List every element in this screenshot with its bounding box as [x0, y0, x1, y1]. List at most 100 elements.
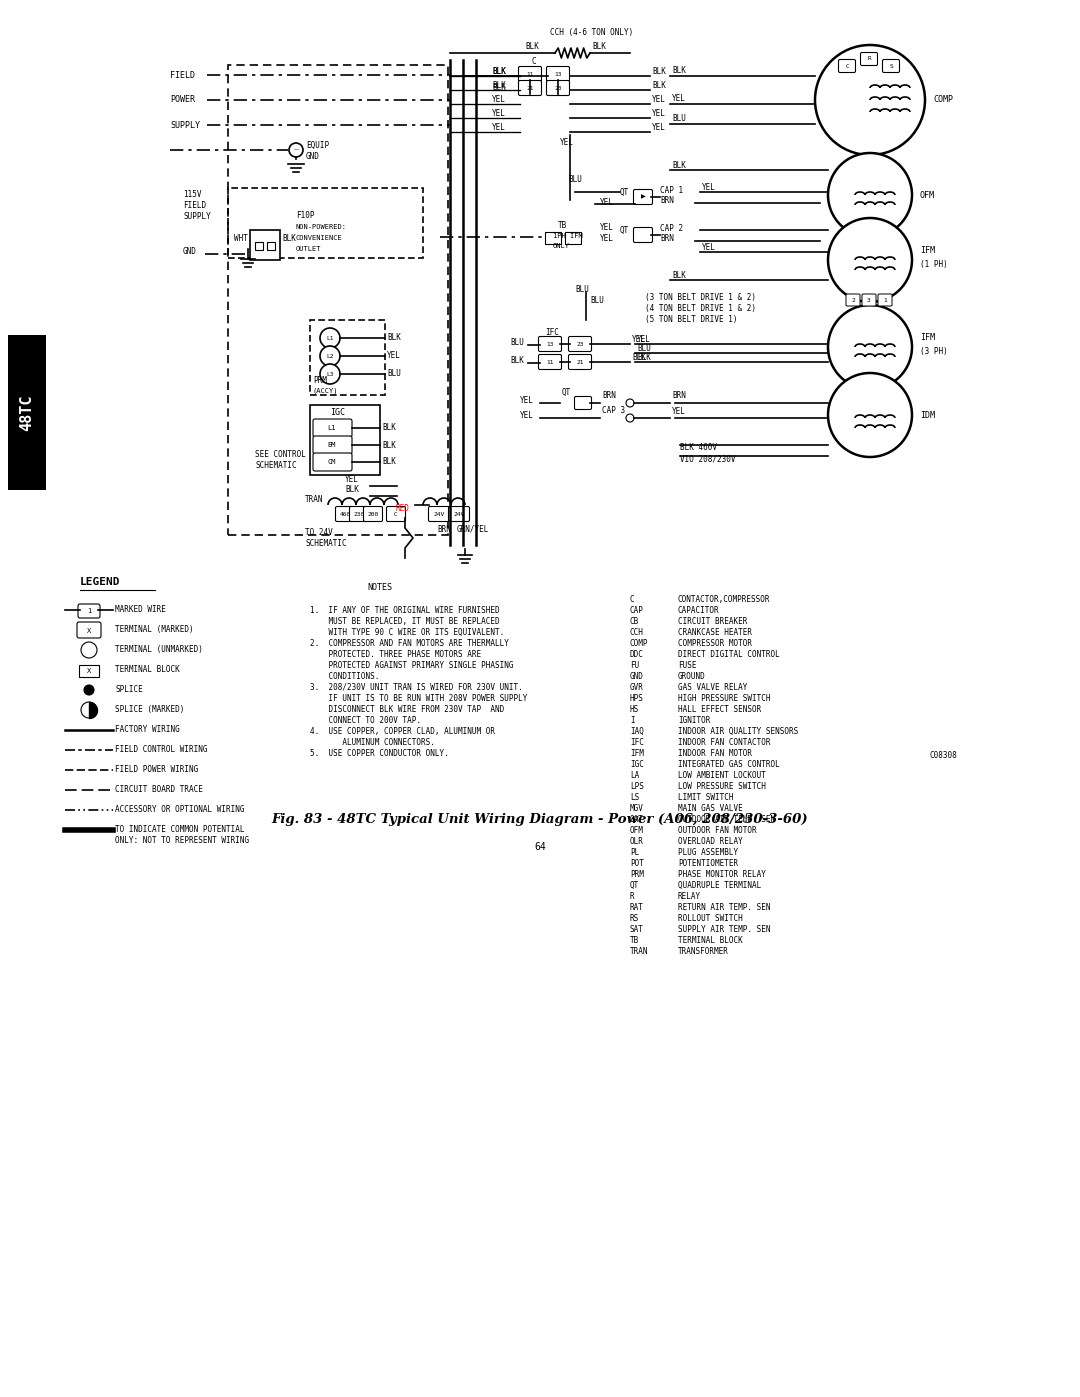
- Text: BRN: BRN: [602, 391, 616, 400]
- Text: 200: 200: [367, 511, 379, 517]
- Text: C: C: [846, 63, 849, 68]
- Text: S: S: [889, 63, 893, 68]
- Text: L2: L2: [326, 353, 334, 359]
- Text: CAP 3: CAP 3: [602, 407, 625, 415]
- Text: 1PH IFM: 1PH IFM: [553, 233, 583, 239]
- Text: BM: BM: [327, 441, 336, 448]
- Text: BLU: BLU: [510, 338, 524, 346]
- Text: INDOOR AIR QUALITY SENSORS: INDOOR AIR QUALITY SENSORS: [678, 726, 798, 736]
- Text: 2.  COMPRESSOR AND FAN MOTORS ARE THERMALLY: 2. COMPRESSOR AND FAN MOTORS ARE THERMAL…: [310, 638, 509, 648]
- Text: R: R: [867, 56, 870, 61]
- FancyBboxPatch shape: [882, 60, 900, 73]
- Text: 1: 1: [883, 298, 887, 303]
- Text: SPLICE: SPLICE: [114, 685, 143, 694]
- Text: L1: L1: [327, 425, 336, 432]
- Text: LA: LA: [630, 771, 639, 780]
- Text: TERMINAL BLOCK: TERMINAL BLOCK: [678, 936, 743, 944]
- Text: YEL: YEL: [519, 395, 534, 405]
- Text: DISCONNECT BLK WIRE FROM 230V TAP  AND: DISCONNECT BLK WIRE FROM 230V TAP AND: [310, 705, 504, 714]
- Text: YEL: YEL: [600, 235, 613, 243]
- Text: FIELD CONTROL WIRING: FIELD CONTROL WIRING: [114, 745, 207, 754]
- Text: (3 PH): (3 PH): [920, 346, 948, 356]
- Bar: [8, 335, 46, 490]
- Text: RS: RS: [630, 914, 639, 923]
- Text: CRANKCASE HEATER: CRANKCASE HEATER: [678, 629, 752, 637]
- Text: TERMINAL BLOCK: TERMINAL BLOCK: [114, 665, 179, 673]
- Circle shape: [320, 346, 340, 366]
- Text: WHT: WHT: [234, 235, 248, 243]
- Text: CONTACTOR,COMPRESSOR: CONTACTOR,COMPRESSOR: [678, 595, 770, 604]
- Bar: [310, 405, 380, 475]
- Text: WITH TYPE 90 C WIRE OR ITS EQUIVALENT.: WITH TYPE 90 C WIRE OR ITS EQUIVALENT.: [310, 629, 504, 637]
- Bar: [255, 242, 264, 250]
- Circle shape: [289, 142, 303, 156]
- Circle shape: [828, 373, 912, 457]
- Text: ▶: ▶: [640, 194, 646, 200]
- Text: BLU: BLU: [637, 344, 651, 353]
- Text: BLU: BLU: [568, 175, 582, 184]
- FancyBboxPatch shape: [546, 81, 569, 95]
- Text: FUSE: FUSE: [678, 661, 697, 671]
- Text: BLK: BLK: [345, 485, 359, 495]
- Text: IFM: IFM: [630, 749, 644, 759]
- Text: YEL: YEL: [492, 95, 505, 103]
- FancyBboxPatch shape: [350, 507, 368, 521]
- Text: GAS VALVE RELAY: GAS VALVE RELAY: [678, 683, 747, 692]
- Text: QT: QT: [620, 226, 630, 235]
- Text: CB: CB: [630, 617, 639, 626]
- Text: 5.  USE COPPER CONDUCTOR ONLY.: 5. USE COPPER CONDUCTOR ONLY.: [310, 749, 449, 759]
- Text: (5 TON BELT DRIVE 1): (5 TON BELT DRIVE 1): [645, 314, 738, 324]
- Text: BLK: BLK: [672, 161, 686, 170]
- Text: CCH (4-6 TON ONLY): CCH (4-6 TON ONLY): [550, 28, 633, 36]
- Text: 1.  IF ANY OF THE ORIGINAL WIRE FURNISHED: 1. IF ANY OF THE ORIGINAL WIRE FURNISHED: [310, 606, 500, 615]
- Text: L1: L1: [326, 335, 334, 341]
- Text: TO 24V: TO 24V: [305, 528, 333, 536]
- Text: HALL EFFECT SENSOR: HALL EFFECT SENSOR: [678, 705, 761, 714]
- Text: MAIN GAS VALVE: MAIN GAS VALVE: [678, 805, 743, 813]
- Text: TRANSFORMER: TRANSFORMER: [678, 947, 729, 956]
- Text: TO INDICATE COMMON POTENTIAL: TO INDICATE COMMON POTENTIAL: [114, 826, 244, 834]
- Text: BLU: BLU: [590, 296, 604, 305]
- Text: 64: 64: [535, 842, 545, 852]
- Text: SUPPLY AIR TEMP. SEN: SUPPLY AIR TEMP. SEN: [678, 925, 770, 935]
- Bar: [228, 189, 423, 258]
- FancyBboxPatch shape: [336, 507, 354, 521]
- Text: BLK: BLK: [525, 42, 539, 52]
- Text: BLU: BLU: [672, 115, 686, 123]
- Text: SEE CONTROL: SEE CONTROL: [255, 450, 306, 460]
- Text: IFM: IFM: [920, 332, 935, 342]
- Text: YEL: YEL: [519, 411, 534, 420]
- Text: YEL: YEL: [387, 352, 401, 360]
- FancyBboxPatch shape: [387, 507, 405, 521]
- FancyBboxPatch shape: [78, 604, 100, 617]
- Text: SUPPLY: SUPPLY: [170, 120, 200, 130]
- Text: VIO 208/230V: VIO 208/230V: [680, 454, 735, 462]
- Text: PROTECTED. THREE PHASE MOTORS ARE: PROTECTED. THREE PHASE MOTORS ARE: [310, 650, 481, 659]
- Text: EQUIP: EQUIP: [306, 141, 329, 149]
- Text: NOTES: NOTES: [367, 583, 392, 592]
- FancyBboxPatch shape: [838, 60, 855, 73]
- Text: INTEGRATED GAS CONTROL: INTEGRATED GAS CONTROL: [678, 760, 780, 768]
- Text: PL: PL: [630, 848, 639, 856]
- Text: BLK: BLK: [672, 66, 686, 75]
- Text: 230: 230: [353, 511, 365, 517]
- Text: MGV: MGV: [630, 805, 644, 813]
- Text: R: R: [630, 893, 635, 901]
- Text: TB: TB: [630, 936, 639, 944]
- Text: BRN: BRN: [660, 235, 674, 243]
- Text: IF UNIT IS TO BE RUN WITH 208V POWER SUPPLY: IF UNIT IS TO BE RUN WITH 208V POWER SUP…: [310, 694, 527, 703]
- FancyBboxPatch shape: [568, 355, 592, 369]
- Circle shape: [81, 703, 97, 718]
- Text: LS: LS: [630, 793, 639, 802]
- Text: CAP: CAP: [630, 606, 644, 615]
- Text: COMPRESSOR MOTOR: COMPRESSOR MOTOR: [678, 638, 752, 648]
- Text: YEL: YEL: [672, 407, 686, 416]
- Text: GND: GND: [630, 672, 644, 680]
- Text: FU: FU: [630, 661, 639, 671]
- Text: IGC: IGC: [630, 760, 644, 768]
- Text: CONDITIONS.: CONDITIONS.: [310, 672, 379, 680]
- Text: BLK: BLK: [387, 334, 401, 342]
- Text: 115V: 115V: [183, 190, 202, 198]
- Text: BLK: BLK: [492, 67, 505, 75]
- Text: CM: CM: [327, 460, 336, 465]
